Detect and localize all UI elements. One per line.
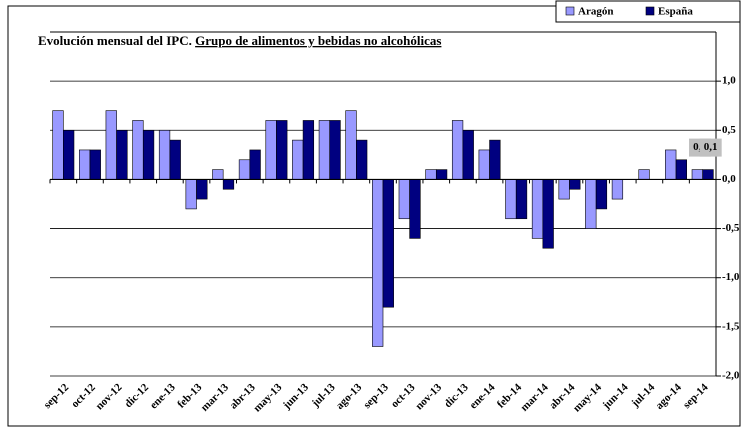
bar [158, 129, 171, 180]
bar [691, 169, 703, 180]
value-label-box [699, 138, 722, 157]
bar [302, 120, 315, 180]
bar [515, 179, 528, 220]
y-tick-label: 1,0 [722, 75, 736, 87]
bar [425, 169, 437, 180]
bar [478, 149, 490, 180]
legend-label: España [658, 6, 693, 18]
chart-title-group: Evolución mensual del IPC. Grupo de alim… [38, 33, 441, 48]
y-tick-label: -2,0 [722, 370, 740, 382]
bar [531, 179, 544, 239]
bar [318, 120, 331, 180]
bar [238, 159, 251, 180]
y-tick-label: -1,5 [722, 320, 740, 332]
bar [132, 120, 144, 180]
bar [675, 159, 687, 180]
bar [89, 149, 101, 180]
legend-swatch [645, 6, 655, 16]
bar [249, 149, 261, 180]
bar [222, 179, 235, 190]
y-tick-label: 0,0 [722, 173, 736, 185]
bar [185, 179, 197, 210]
bar [212, 169, 224, 180]
bar [372, 179, 384, 347]
bar [505, 179, 517, 220]
bar [105, 110, 117, 180]
bar [542, 179, 554, 249]
y-tick-label: 0,5 [722, 124, 736, 136]
bar [63, 129, 75, 180]
bar [489, 139, 501, 180]
bar [79, 149, 91, 180]
legend-label: Aragón [578, 6, 613, 18]
bar [409, 179, 421, 239]
bar [142, 129, 155, 180]
bar [345, 110, 357, 180]
bar [116, 129, 128, 180]
bar [451, 120, 464, 180]
bar [356, 139, 368, 180]
bar [382, 179, 394, 308]
bar [52, 110, 64, 180]
bar [558, 179, 570, 200]
bar [265, 120, 277, 180]
y-tick-label: -0,5 [722, 222, 740, 234]
value-label: 0,1 [704, 141, 718, 153]
y-tick-label: -1,0 [722, 271, 740, 283]
legend: Aragón España [555, 0, 741, 23]
bar [329, 120, 341, 180]
bar [292, 139, 304, 180]
bar [569, 179, 581, 190]
bar [702, 169, 714, 180]
bar [611, 179, 624, 200]
bar [462, 129, 474, 180]
bar [435, 169, 448, 180]
bar [585, 179, 597, 229]
bar [398, 179, 410, 220]
chart-subtitle: Grupo de alimentos y bebidas no alcohóli… [195, 33, 441, 48]
bar [665, 149, 677, 180]
chart-title: Evolución mensual del IPC. [38, 33, 192, 48]
bar [169, 139, 181, 180]
bar [276, 120, 288, 180]
legend-swatch [565, 6, 575, 16]
bar [638, 169, 650, 180]
bar [595, 179, 608, 210]
bar [196, 179, 208, 200]
